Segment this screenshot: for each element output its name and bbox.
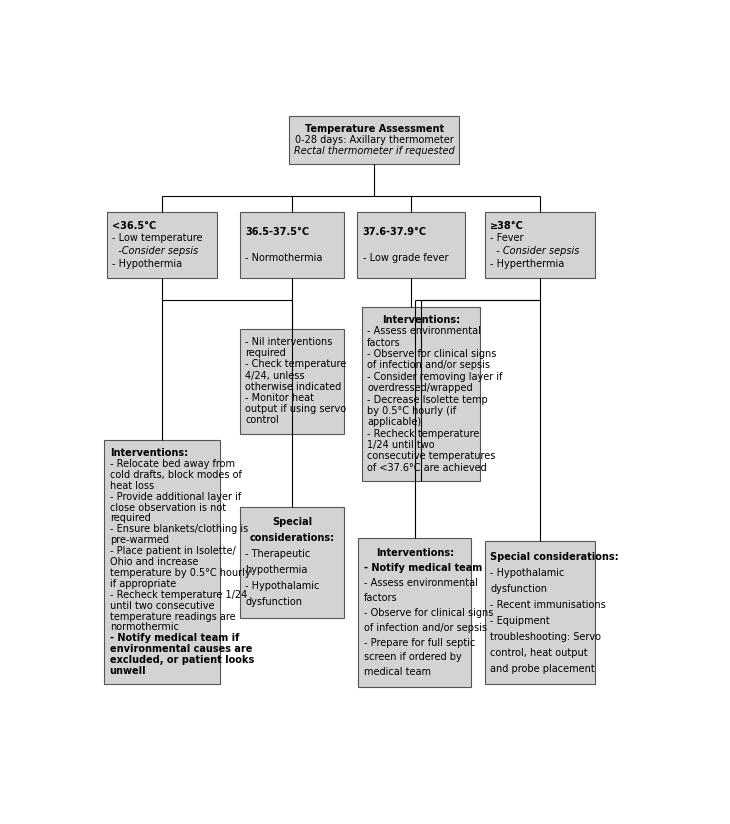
Text: by 0.5°C hourly (if: by 0.5°C hourly (if xyxy=(367,406,456,416)
Text: -Consider sepsis: -Consider sepsis xyxy=(112,246,199,256)
Text: - Assess environmental: - Assess environmental xyxy=(367,326,481,336)
Text: ≥38°C: ≥38°C xyxy=(491,221,524,231)
Text: - Hypothermia: - Hypothermia xyxy=(112,259,182,269)
Text: pre-warmed: pre-warmed xyxy=(110,536,169,545)
Text: Rectal thermometer if requested: Rectal thermometer if requested xyxy=(293,146,455,156)
Text: 36.5-37.5°C: 36.5-37.5°C xyxy=(245,227,310,237)
Text: until two consecutive: until two consecutive xyxy=(110,601,214,611)
Text: if appropriate: if appropriate xyxy=(110,579,176,589)
Text: consecutive temperatures: consecutive temperatures xyxy=(367,452,496,461)
Text: - Check temperature: - Check temperature xyxy=(245,359,347,369)
Text: 0-28 days: Axillary thermometer: 0-28 days: Axillary thermometer xyxy=(295,135,453,145)
FancyBboxPatch shape xyxy=(239,329,345,433)
Text: - Recent immunisations: - Recent immunisations xyxy=(491,600,606,610)
Text: factors: factors xyxy=(364,593,398,603)
Text: - Notify medical team: - Notify medical team xyxy=(364,563,483,574)
FancyBboxPatch shape xyxy=(239,212,345,279)
Text: - Notify medical team if: - Notify medical team if xyxy=(110,634,239,644)
Text: medical team: medical team xyxy=(364,667,431,677)
Text: - Therapeutic: - Therapeutic xyxy=(245,549,311,559)
Text: - Hypothalamic: - Hypothalamic xyxy=(491,568,565,578)
Text: - Normothermia: - Normothermia xyxy=(245,253,323,263)
Text: screen if ordered by: screen if ordered by xyxy=(364,653,461,662)
Text: factors: factors xyxy=(367,338,401,348)
Text: Special considerations:: Special considerations: xyxy=(491,552,619,562)
Text: output if using servo: output if using servo xyxy=(245,405,347,414)
Text: - Place patient in Isolette/: - Place patient in Isolette/ xyxy=(110,546,235,556)
FancyBboxPatch shape xyxy=(358,538,472,687)
Text: temperature by 0.5°C hourly: temperature by 0.5°C hourly xyxy=(110,568,250,578)
FancyBboxPatch shape xyxy=(485,541,595,684)
Text: Special: Special xyxy=(272,517,312,527)
Text: heat loss: heat loss xyxy=(110,480,154,491)
FancyBboxPatch shape xyxy=(357,212,464,279)
Text: - Provide additional layer if: - Provide additional layer if xyxy=(110,492,241,502)
Text: overdressed/wrapped: overdressed/wrapped xyxy=(367,383,473,393)
FancyBboxPatch shape xyxy=(361,307,480,481)
Text: - Assess environmental: - Assess environmental xyxy=(364,578,478,588)
Text: 4/24, unless: 4/24, unless xyxy=(245,371,305,381)
Text: <36.5°C: <36.5°C xyxy=(112,221,157,231)
Text: applicable): applicable) xyxy=(367,417,421,428)
Text: unwell: unwell xyxy=(110,666,146,677)
Text: - Consider removing layer if: - Consider removing layer if xyxy=(367,372,503,382)
Text: close observation is not: close observation is not xyxy=(110,503,226,513)
Text: - Fever: - Fever xyxy=(491,233,524,243)
FancyBboxPatch shape xyxy=(104,440,220,684)
FancyBboxPatch shape xyxy=(289,116,459,164)
Text: - Equipment: - Equipment xyxy=(491,616,550,625)
Text: - Ensure blankets/clothing is: - Ensure blankets/clothing is xyxy=(110,524,248,534)
Text: Temperature Assessment: Temperature Assessment xyxy=(304,124,444,134)
Text: required: required xyxy=(245,349,286,358)
Text: - Hypothalamic: - Hypothalamic xyxy=(245,581,320,591)
Text: temperature readings are: temperature readings are xyxy=(110,611,235,621)
Text: - Observe for clinical signs: - Observe for clinical signs xyxy=(367,349,496,359)
Text: dysfunction: dysfunction xyxy=(491,584,548,594)
Text: and probe placement: and probe placement xyxy=(491,663,595,673)
Text: Ohio and increase: Ohio and increase xyxy=(110,557,198,567)
Text: - Monitor heat: - Monitor heat xyxy=(245,393,315,403)
Text: troubleshooting: Servo: troubleshooting: Servo xyxy=(491,632,602,642)
Text: - Observe for clinical signs: - Observe for clinical signs xyxy=(364,608,493,618)
Text: control, heat output: control, heat output xyxy=(491,648,588,658)
FancyBboxPatch shape xyxy=(239,507,345,617)
Text: considerations:: considerations: xyxy=(250,533,334,543)
Text: Interventions:: Interventions: xyxy=(110,448,188,458)
Text: Interventions:: Interventions: xyxy=(376,548,454,559)
Text: excluded, or patient looks: excluded, or patient looks xyxy=(110,655,254,665)
Text: 1/24 until two: 1/24 until two xyxy=(367,440,435,450)
Text: of <37.6°C are achieved: of <37.6°C are achieved xyxy=(367,463,487,473)
Text: - Recheck temperature: - Recheck temperature xyxy=(367,428,480,438)
Text: 37.6-37.9°C: 37.6-37.9°C xyxy=(363,227,427,237)
Text: dysfunction: dysfunction xyxy=(245,597,302,607)
Text: control: control xyxy=(245,415,279,425)
Text: - Low temperature: - Low temperature xyxy=(112,233,203,243)
Text: normothermic: normothermic xyxy=(110,622,179,633)
FancyBboxPatch shape xyxy=(107,212,217,279)
Text: - Relocate bed away from: - Relocate bed away from xyxy=(110,459,234,469)
Text: - Hyperthermia: - Hyperthermia xyxy=(491,259,564,269)
FancyBboxPatch shape xyxy=(485,212,595,279)
Text: required: required xyxy=(110,513,150,523)
Text: of infection and/or sepsis: of infection and/or sepsis xyxy=(367,360,491,371)
Text: of infection and/or sepsis: of infection and/or sepsis xyxy=(364,623,487,633)
Text: Interventions:: Interventions: xyxy=(382,315,460,325)
Text: - Low grade fever: - Low grade fever xyxy=(363,253,448,263)
Text: - Prepare for full septic: - Prepare for full septic xyxy=(364,638,475,648)
Text: otherwise indicated: otherwise indicated xyxy=(245,382,342,392)
Text: - Recheck temperature 1/24: - Recheck temperature 1/24 xyxy=(110,590,247,600)
Text: - Nil interventions: - Nil interventions xyxy=(245,337,333,347)
Text: environmental causes are: environmental causes are xyxy=(110,644,252,654)
Text: - Consider sepsis: - Consider sepsis xyxy=(491,246,580,256)
Text: hypothermia: hypothermia xyxy=(245,565,308,575)
Text: - Decrease Isolette temp: - Decrease Isolette temp xyxy=(367,395,488,405)
Text: cold drafts, block modes of: cold drafts, block modes of xyxy=(110,470,242,480)
